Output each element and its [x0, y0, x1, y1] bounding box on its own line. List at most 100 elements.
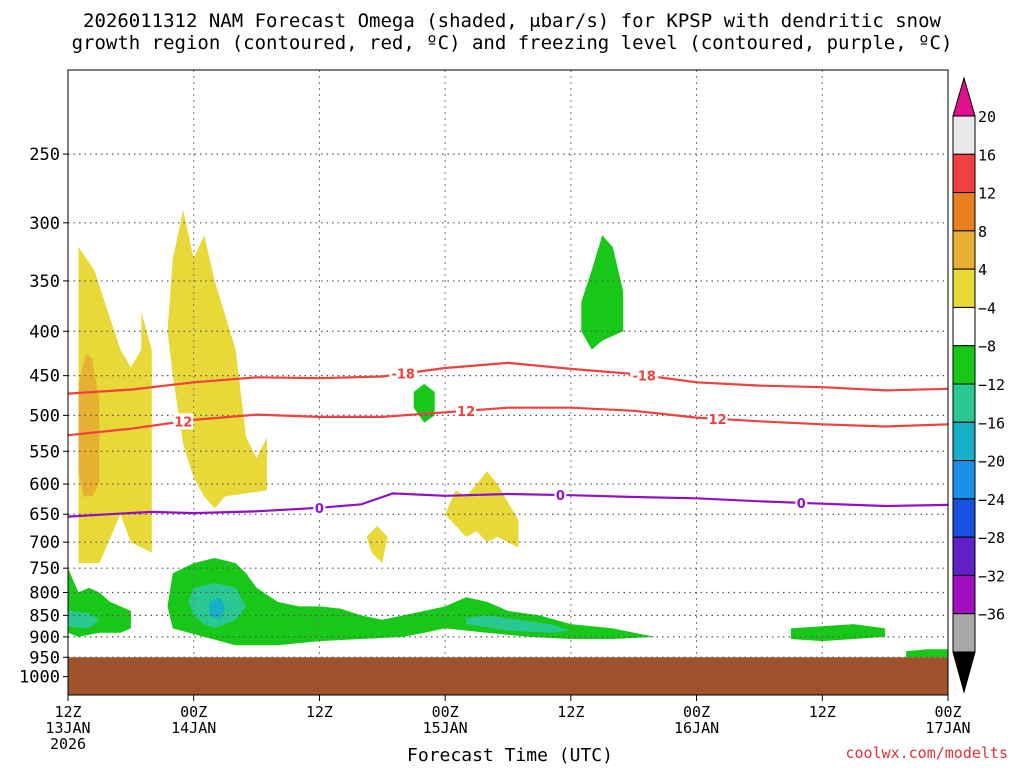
colorbar-swatch-12: [952, 574, 976, 615]
colorbar-swatch-4: [952, 268, 976, 308]
region-teal-1: [68, 610, 100, 629]
colorbar-swatch-0: [952, 115, 976, 155]
y-axis-labels: 2503003504004505005506006507007508008509…: [19, 145, 68, 688]
plot-frame: [67, 69, 949, 696]
contour-label-bg-0-1: [554, 487, 567, 504]
y-tick-label-850: 850: [29, 606, 60, 626]
colorbar-label-1: 16: [978, 146, 996, 164]
colorbar-label-6: −8: [978, 338, 996, 356]
region-yellow-2: [167, 210, 267, 509]
x-axis-title: Forecast Time (UTC): [407, 745, 613, 766]
colorbar-swatch-5: [952, 306, 976, 347]
y-tick-label-550: 550: [29, 442, 60, 462]
region-orange-1: [78, 354, 100, 497]
contour-label--18-0: -18: [391, 368, 415, 383]
contour-line--12: [68, 406, 948, 437]
contour-label-bg-0-2: [795, 494, 808, 511]
contour-line-0: [68, 492, 948, 518]
x-tick-label-12-1: 00Z: [180, 703, 207, 721]
x-tick-label-36-2: 15JAN: [423, 719, 468, 737]
x-tick-label-84-2: 17JAN: [925, 719, 970, 737]
colorbar-swatch-8: [952, 421, 976, 462]
colorbar-top-arrow: [952, 76, 976, 117]
y-tick-label-700: 700: [29, 533, 60, 553]
colorbar-label-12: −32: [978, 567, 1005, 585]
colorbar-label-5: −4: [978, 299, 996, 317]
y-tick-label-750: 750: [29, 559, 60, 579]
x-tick-label-60-1: 00Z: [683, 703, 710, 721]
x-tick-label-72-1: 12Z: [809, 703, 836, 721]
colorbar-swatch-3: [952, 230, 976, 270]
colorbar: 20 16 12 8 4 −4 −8 −12 −16 −20 −24 −28 −32 −36: [952, 76, 1005, 694]
contour-label-bg--12-2: [707, 410, 728, 427]
y-tick-label-350: 350: [29, 272, 60, 292]
contour-label--12-1: 12: [457, 405, 475, 420]
contour-label-bg--12-0: [173, 413, 194, 430]
contour-label--12-0: 12: [174, 415, 192, 430]
colorbar-swatch-11: [952, 536, 976, 576]
contour-label-0-2: 0: [797, 497, 806, 512]
colorbar-swatch-6: [952, 345, 976, 385]
colorbar-swatch-13: [952, 613, 976, 653]
region-yellow-3: [366, 525, 388, 564]
credit-text: coolwx.com/modelts: [845, 744, 1008, 762]
contour-label-bg--18-0: [389, 365, 418, 382]
contour-label-bg--18-1: [630, 367, 659, 384]
colorbar-label-11: −28: [978, 529, 1005, 547]
contour-label-bg--12-1: [456, 402, 477, 419]
x-tick-label-48-1: 12Z: [557, 703, 584, 721]
x-tick-label-0-2: 13JAN: [45, 719, 90, 737]
x-tick-label-0-1: 12Z: [54, 703, 81, 721]
contour-line--18: [68, 361, 948, 395]
colorbar-label-10: −24: [978, 491, 1005, 509]
region-yellow-4: [445, 471, 519, 548]
colorbar-label-4: 4: [978, 261, 987, 279]
x-tick-label-0-3: 2026: [50, 735, 86, 753]
contour-lines: -18 -18 12 12 12 0 0 0: [68, 361, 948, 518]
y-tick-label-600: 600: [29, 475, 60, 495]
region-green-5: [790, 624, 886, 642]
colorbar-label-3: 8: [978, 223, 987, 241]
colorbar-swatch-2: [952, 192, 976, 232]
x-tick-label-24-1: 12Z: [306, 703, 333, 721]
colorbar-swatch-10: [952, 498, 976, 538]
y-tick-label-950: 950: [29, 648, 60, 668]
y-tick-label-300: 300: [29, 214, 60, 234]
colorbar-label-0: 20: [978, 108, 996, 126]
contour-label-bg-0-0: [313, 499, 326, 516]
colorbar-swatch-9: [952, 460, 976, 500]
region-green-6: [906, 649, 948, 658]
contour-label-0-0: 0: [315, 502, 324, 517]
colorbar-swatch-7: [952, 383, 976, 423]
region-green-1: [581, 235, 624, 350]
y-tick-label-1000: 1000: [19, 668, 60, 688]
colorbar-label-7: −12: [978, 376, 1005, 394]
x-tick-label-60-2: 16JAN: [674, 719, 719, 737]
colorbar-swatch-1: [952, 153, 976, 194]
omega-shading: [68, 210, 948, 658]
x-tick-label-84-1: 00Z: [934, 703, 961, 721]
y-tick-label-900: 900: [29, 628, 60, 648]
ground-fill: [68, 657, 948, 695]
region-cyan-1: [209, 597, 226, 620]
x-tick-label-36-1: 00Z: [432, 703, 459, 721]
colorbar-bottom-arrow: [952, 651, 976, 694]
contour-label--12-2: 12: [708, 413, 726, 428]
y-tick-label-450: 450: [29, 367, 60, 387]
y-tick-label-250: 250: [29, 145, 60, 165]
x-tick-label-12-2: 14JAN: [171, 719, 216, 737]
chart-title-line1: 2026011312 NAM Forecast Omega (shaded, μ…: [83, 10, 941, 32]
y-tick-label-400: 400: [29, 322, 60, 342]
colorbar-label-8: −16: [978, 414, 1005, 432]
chart-title-line2: growth region (contoured, red, ºC) and f…: [71, 32, 953, 54]
contour-label-0-1: 0: [556, 489, 565, 504]
colorbar-label-13: −36: [978, 606, 1005, 624]
contour-label--18-1: -18: [632, 369, 656, 384]
colorbar-label-9: −20: [978, 453, 1005, 471]
y-tick-label-650: 650: [29, 505, 60, 525]
y-tick-label-800: 800: [29, 584, 60, 604]
region-teal-3: [466, 615, 571, 633]
y-tick-label-500: 500: [29, 406, 60, 426]
